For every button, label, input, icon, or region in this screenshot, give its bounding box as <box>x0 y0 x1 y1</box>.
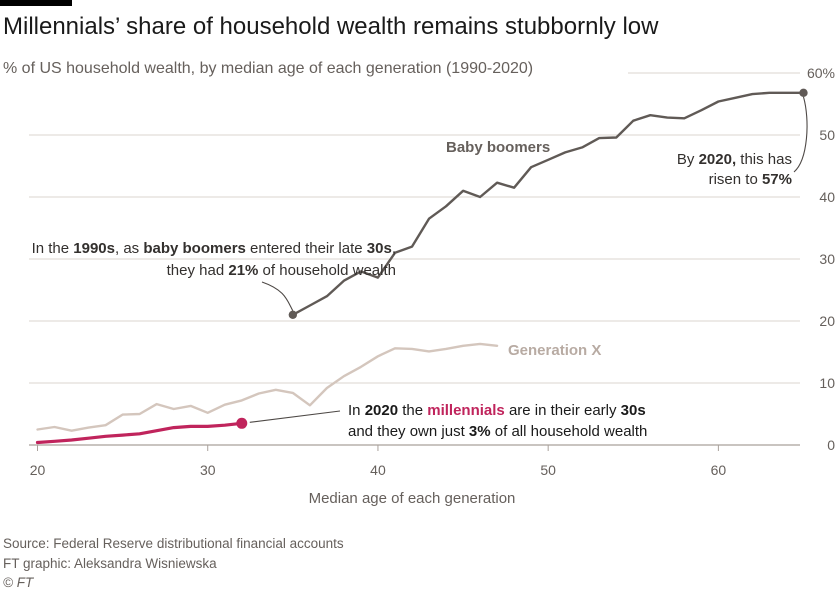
annotation-segment: 3% <box>469 423 491 440</box>
annotation-segment: entered their late <box>246 240 367 257</box>
gridlines <box>29 72 800 451</box>
connector-boomers-1990s <box>261 281 294 312</box>
annotation-segment: 30s <box>367 240 392 257</box>
graphic-credit: FT graphic: Aleksandra Wisniewska <box>3 556 217 571</box>
y-tick-label: 20 <box>819 313 835 329</box>
annotation-boomers-2020-line1: By 2020, this has <box>677 151 792 168</box>
annotation-segment: this has <box>736 151 792 168</box>
chart-title: Millennials’ share of household wealth r… <box>3 13 659 40</box>
annotation-segment: By <box>677 151 699 168</box>
x-tick-label: 50 <box>540 462 556 478</box>
x-tick-label: 40 <box>370 462 386 478</box>
x-tick-label: 20 <box>30 462 46 478</box>
annotation-segment: In the <box>32 240 74 257</box>
annotation-millennials-line1: In 2020 the millennials are in their ear… <box>348 402 646 419</box>
annotation-segment: 30s <box>621 402 646 419</box>
annotation-segment: 57% <box>762 171 792 188</box>
annotation-segment: 1990s <box>73 240 115 257</box>
x-tick-label: 30 <box>200 462 216 478</box>
annotation-connectors <box>249 96 808 423</box>
connector-millennials <box>249 410 341 423</box>
series-lines <box>35 91 805 445</box>
series-line-millennials <box>35 421 244 445</box>
annotation-segment: , <box>392 240 396 257</box>
source-note: Source: Federal Reserve distributional f… <box>3 536 344 551</box>
annotation-segment: millennials <box>427 402 505 419</box>
copyright: © FT <box>3 575 34 590</box>
y-tick-label: 40 <box>819 189 835 205</box>
annotation-segment: 2020 <box>365 402 398 419</box>
x-tick-label: 60 <box>711 462 727 478</box>
series-line-boomers <box>291 91 805 316</box>
y-tick-label: 60% <box>807 65 835 81</box>
annotation-boomers-2020-line2: risen to 57% <box>709 171 792 188</box>
connector-boomers-2020 <box>793 96 808 173</box>
marker-boomers-2020 <box>799 88 808 98</box>
annotation-segment: risen to <box>709 171 762 188</box>
annotation-segment: , as <box>115 240 143 257</box>
endpoint-markers <box>236 88 808 429</box>
x-axis-label: Median age of each generation <box>309 490 516 507</box>
chart-subtitle: % of US household wealth, by median age … <box>3 60 534 77</box>
y-tick-label: 30 <box>819 251 835 267</box>
annotation-millennials-line2: and they own just 3% of all household we… <box>348 423 647 440</box>
series-line-genx <box>36 342 499 432</box>
annotation-segment: baby boomers <box>143 240 246 257</box>
series-label-boomers: Baby boomers <box>446 139 550 156</box>
series-label-genx: Generation X <box>508 342 601 359</box>
marker-boomers-1990s <box>288 310 298 319</box>
y-tick-label: 50 <box>819 127 835 143</box>
annotation-segment: of household wealth <box>258 262 396 279</box>
annotation-segment: of all household wealth <box>491 423 648 440</box>
annotation-segment: 2020, <box>699 151 737 168</box>
annotation-segment: are in their early <box>505 402 621 419</box>
y-axis-tick-labels: 0 10 20 30 40 50 60% <box>807 65 835 453</box>
annotation-segment: the <box>398 402 427 419</box>
annotation-segment: and they own just <box>348 423 469 440</box>
x-axis-tick-labels: 20 30 40 50 60 <box>30 462 727 478</box>
marker-millennials-2020 <box>236 417 248 429</box>
annotation-boomers-1990s-line2: they had 21% of household wealth <box>167 262 396 279</box>
annotation-segment: 21% <box>228 262 258 279</box>
annotation-segment: they had <box>167 262 229 279</box>
ft-brand-bar <box>0 0 72 6</box>
y-tick-label: 10 <box>819 375 835 391</box>
annotation-segment: In <box>348 402 365 419</box>
y-tick-label: 0 <box>827 437 835 453</box>
annotation-boomers-1990s-line1: In the 1990s, as baby boomers entered th… <box>32 240 396 257</box>
